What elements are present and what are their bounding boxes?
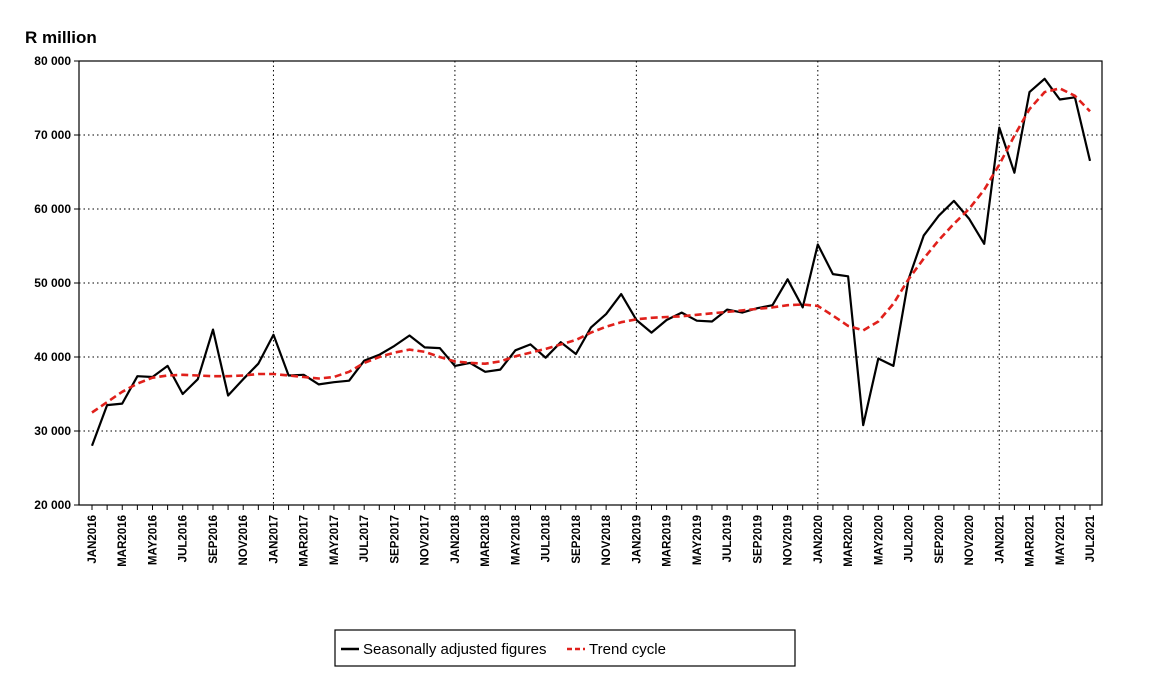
- x-tick-label-jan2020: JAN2020: [813, 515, 825, 564]
- x-tick-label-nov2020: NOV2020: [964, 515, 976, 566]
- x-tick-label-sep2019: SEP2019: [752, 515, 764, 564]
- x-tick-label-jul2019: JUL2019: [722, 515, 734, 562]
- x-axis-ticks: JAN2016 MAR2016 MAY2016 JUL2016 SEP2016 NOV20…: [87, 505, 1097, 567]
- legend-label-trend-cycle: Trend cycle: [589, 641, 666, 658]
- x-tick-label-jan2016: JAN2016: [87, 515, 99, 564]
- x-tick-label-jul2016: JUL2016: [178, 515, 190, 562]
- x-tick-label-mar2020: MAR2020: [843, 515, 855, 567]
- x-tick-label-may2018: MAY2018: [510, 514, 522, 565]
- y-unit-label: R million: [25, 28, 97, 47]
- x-tick-label-sep2016: SEP2016: [208, 515, 220, 564]
- x-tick-label-may2021: MAY2021: [1055, 514, 1067, 565]
- x-tick-label-may2019: MAY2019: [692, 515, 704, 565]
- x-tick-label-mar2017: MAR2017: [299, 515, 311, 567]
- series-line-trend-cycle: [91, 87, 1091, 414]
- x-tick-label-sep2020: SEP2020: [934, 515, 946, 564]
- x-tick-label-mar2021: MAR2021: [1025, 514, 1037, 566]
- y-tick-label: 20 000: [34, 498, 71, 512]
- y-tick-label: 40 000: [34, 350, 71, 364]
- x-tick-label-may2020: MAY2020: [873, 515, 885, 565]
- y-tick-label: 70 000: [34, 128, 71, 142]
- y-tick-label: 60 000: [34, 202, 71, 216]
- x-tick-label-mar2016: MAR2016: [117, 515, 129, 567]
- series-line-seasonally-adjusted-figures: [90, 77, 1092, 447]
- x-tick-label-jul2021: JUL2021: [1085, 514, 1097, 562]
- y-tick-label: 30 000: [34, 424, 71, 438]
- x-tick-label-jan2019: JAN2019: [631, 515, 643, 564]
- legend-label-seasonally-adjusted: Seasonally adjusted figures: [363, 641, 546, 658]
- plot-area-frame: [78, 60, 1103, 506]
- x-tick-label-jul2018: JUL2018: [541, 514, 553, 562]
- x-tick-label-jan2017: JAN2017: [268, 515, 280, 564]
- legend-box: [334, 629, 796, 667]
- y-tick-label: 50 000: [34, 276, 71, 290]
- series-lines: [90, 77, 1092, 447]
- x-tick-label-sep2018: SEP2018: [571, 514, 583, 563]
- y-axis-ticks: 20 000 30 000 40 000 50 000 60 000 70 000 80 0…: [34, 54, 79, 512]
- x-tick-label-jan2021: JAN2021: [994, 514, 1006, 563]
- x-tick-label-nov2017: NOV2017: [420, 515, 432, 566]
- x-tick-label-nov2018: NOV2018: [601, 514, 613, 565]
- x-tick-label-jul2017: JUL2017: [359, 515, 371, 562]
- y-tick-label: 80 000: [34, 54, 71, 68]
- x-tick-label-mar2018: MAR2018: [480, 514, 492, 566]
- x-tick-label-nov2016: NOV2016: [238, 515, 250, 566]
- legend: Seasonally adjusted figures Trend cycle: [334, 629, 796, 667]
- x-tick-label-sep2017: SEP2017: [389, 515, 401, 564]
- x-tick-label-nov2019: NOV2019: [783, 515, 795, 566]
- x-tick-label-mar2019: MAR2019: [662, 515, 674, 567]
- gridlines: [79, 61, 1102, 505]
- x-tick-label-may2017: MAY2017: [329, 515, 341, 565]
- x-tick-label-may2016: MAY2016: [147, 515, 159, 565]
- x-tick-label-jan2018: JAN2018: [450, 514, 462, 563]
- x-tick-label-jul2020: JUL2020: [904, 515, 916, 562]
